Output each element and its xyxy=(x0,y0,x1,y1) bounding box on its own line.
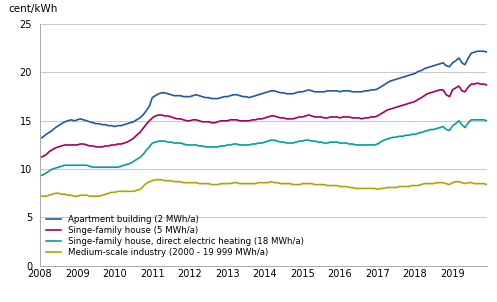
Apartment building (2 MWh/a) xyxy=(396,76,402,80)
Singe-family house (5 MWh/a) xyxy=(403,103,409,106)
Apartment building (2 MWh/a) xyxy=(37,137,43,140)
Apartment building (2 MWh/a) xyxy=(484,50,490,54)
Medium-scale industry (2000 - 19 999 MWh/a) xyxy=(68,193,74,197)
Legend: Apartment building (2 MWh/a), Singe-family house (5 MWh/a), Singe-family house, : Apartment building (2 MWh/a), Singe-fami… xyxy=(44,213,306,259)
Singe-family house (5 MWh/a) xyxy=(37,156,43,159)
Medium-scale industry (2000 - 19 999 MWh/a) xyxy=(400,185,406,188)
Line: Singe-family house (5 MWh/a): Singe-family house (5 MWh/a) xyxy=(40,83,487,158)
Singe-family house (5 MWh/a) xyxy=(68,143,74,147)
Apartment building (2 MWh/a) xyxy=(475,50,481,53)
Medium-scale industry (2000 - 19 999 MWh/a) xyxy=(153,178,159,182)
Singe-family house, direct electric heating (18 MWh/a) xyxy=(468,118,474,122)
Singe-family house (5 MWh/a) xyxy=(396,104,402,108)
Singe-family house (5 MWh/a) xyxy=(475,81,481,85)
Apartment building (2 MWh/a) xyxy=(102,123,108,127)
Singe-family house, direct electric heating (18 MWh/a) xyxy=(484,119,490,123)
Singe-family house, direct electric heating (18 MWh/a) xyxy=(403,133,409,137)
Medium-scale industry (2000 - 19 999 MWh/a) xyxy=(177,180,183,184)
Singe-family house (5 MWh/a) xyxy=(102,144,108,148)
Line: Medium-scale industry (2000 - 19 999 MWh/a): Medium-scale industry (2000 - 19 999 MWh… xyxy=(40,180,487,196)
Singe-family house, direct electric heating (18 MWh/a) xyxy=(174,141,180,145)
Text: cent/kWh: cent/kWh xyxy=(8,5,58,14)
Apartment building (2 MWh/a) xyxy=(356,90,362,94)
Medium-scale industry (2000 - 19 999 MWh/a) xyxy=(37,194,43,198)
Apartment building (2 MWh/a) xyxy=(174,94,180,98)
Singe-family house, direct electric heating (18 MWh/a) xyxy=(356,143,362,147)
Singe-family house, direct electric heating (18 MWh/a) xyxy=(102,165,108,169)
Medium-scale industry (2000 - 19 999 MWh/a) xyxy=(406,185,412,188)
Medium-scale industry (2000 - 19 999 MWh/a) xyxy=(102,192,108,196)
Singe-family house, direct electric heating (18 MWh/a) xyxy=(68,163,74,167)
Medium-scale industry (2000 - 19 999 MWh/a) xyxy=(484,183,490,186)
Line: Singe-family house, direct electric heating (18 MWh/a): Singe-family house, direct electric heat… xyxy=(40,120,487,176)
Line: Apartment building (2 MWh/a): Apartment building (2 MWh/a) xyxy=(40,51,487,138)
Medium-scale industry (2000 - 19 999 MWh/a) xyxy=(359,187,365,190)
Apartment building (2 MWh/a) xyxy=(403,75,409,78)
Singe-family house, direct electric heating (18 MWh/a) xyxy=(37,174,43,178)
Singe-family house (5 MWh/a) xyxy=(484,83,490,87)
Singe-family house (5 MWh/a) xyxy=(174,117,180,121)
Apartment building (2 MWh/a) xyxy=(68,118,74,122)
Singe-family house, direct electric heating (18 MWh/a) xyxy=(396,134,402,138)
Singe-family house (5 MWh/a) xyxy=(356,116,362,120)
